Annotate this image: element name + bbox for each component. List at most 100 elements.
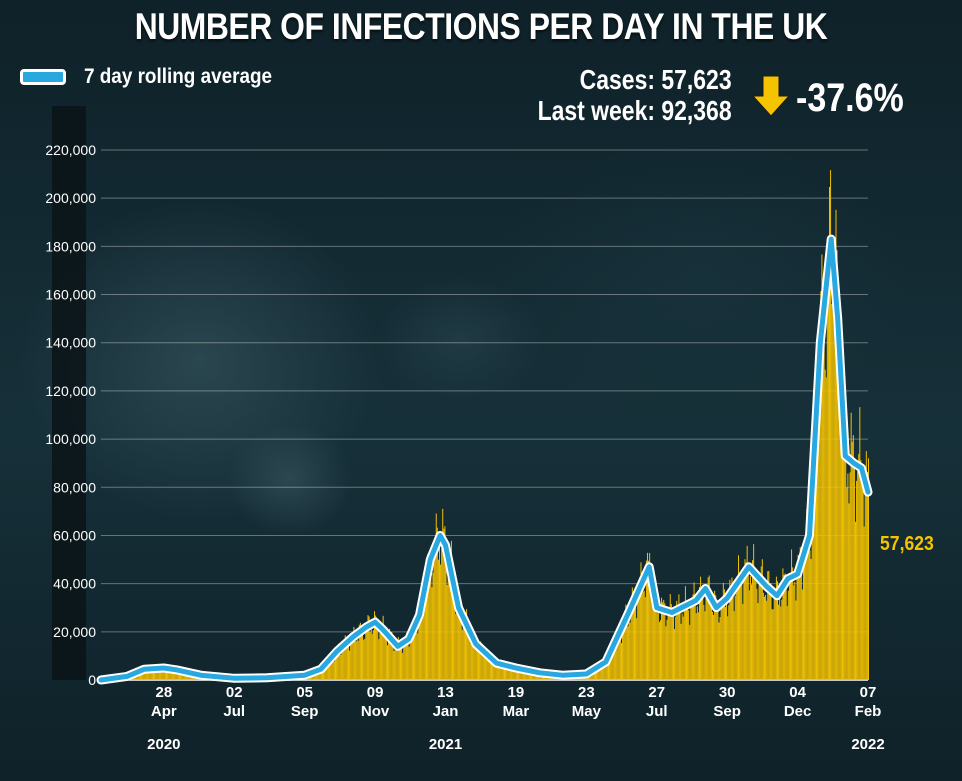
bar [499,668,501,680]
bar [481,643,483,680]
bar [480,641,482,680]
bar [754,569,756,680]
bar [351,636,353,680]
bar [712,611,713,680]
bar [146,668,148,680]
bar [696,606,698,680]
bar [820,291,822,680]
bar [719,617,721,680]
bar [806,509,808,680]
bar [628,617,630,680]
bar [411,624,413,680]
bar [658,622,660,680]
bar [662,602,664,680]
bar [743,576,745,680]
bar [502,664,504,680]
bar [416,632,418,680]
bar [850,412,852,680]
bar [421,589,423,680]
bar [397,636,399,680]
bar [721,604,723,680]
bar [651,599,653,680]
bar [182,672,184,680]
bar [849,472,851,680]
bar [418,613,420,680]
bar [810,559,812,680]
bar [848,503,850,680]
bar [832,300,834,680]
bar [865,451,867,680]
bar [751,584,752,680]
bar [168,671,170,680]
bar [413,617,414,680]
cases-line: Cases: 57,623 [580,64,732,95]
bar [352,631,354,680]
bar [853,463,855,680]
bar [688,610,690,680]
bar [142,669,144,680]
bar [769,584,771,680]
bar [784,573,786,680]
bar [835,209,837,680]
bar [396,642,398,680]
bar [449,559,451,680]
bar [331,657,333,680]
bar [173,670,175,680]
bar [158,668,160,680]
bar [780,606,782,680]
bar [614,647,616,680]
bar [322,666,323,680]
bar [504,661,505,680]
bar [657,611,659,680]
bar [333,661,335,680]
bar [355,641,357,680]
bar [824,369,826,680]
bar [484,658,486,680]
bar [479,650,481,680]
bar [857,470,859,680]
bar [625,604,627,680]
legend-swatch [20,69,66,85]
bar [626,616,628,680]
bar [427,554,429,680]
bar [640,562,642,680]
bar [694,605,696,680]
bar [701,589,703,680]
bar [149,667,151,680]
bar [714,590,716,680]
bar [663,599,665,680]
bar [755,569,757,680]
x-tick-month: Jan [433,703,459,720]
bar [530,672,531,680]
year-label: 2020 [147,736,180,753]
bar [174,672,176,680]
bar [167,669,169,680]
bar [600,666,602,680]
bar [837,299,839,680]
bar [368,616,370,680]
bar [759,572,761,680]
bar [407,643,409,680]
bar [471,631,473,680]
bar [318,672,320,680]
bar [393,650,395,680]
bar [144,671,146,680]
bar [845,430,847,680]
bar [384,636,386,680]
bar [596,666,598,680]
bar [419,611,421,680]
bar [161,667,163,680]
bar [760,566,762,680]
x-tick-month: May [572,703,602,720]
bar [339,650,341,680]
bar [328,660,330,680]
bar [164,668,166,680]
bar [611,647,613,680]
bar [794,581,796,680]
bar [753,544,755,680]
percent-change: -37.6% [796,76,904,120]
bar [501,663,503,680]
bar [445,545,447,680]
bar [705,586,707,680]
bar [774,592,776,680]
